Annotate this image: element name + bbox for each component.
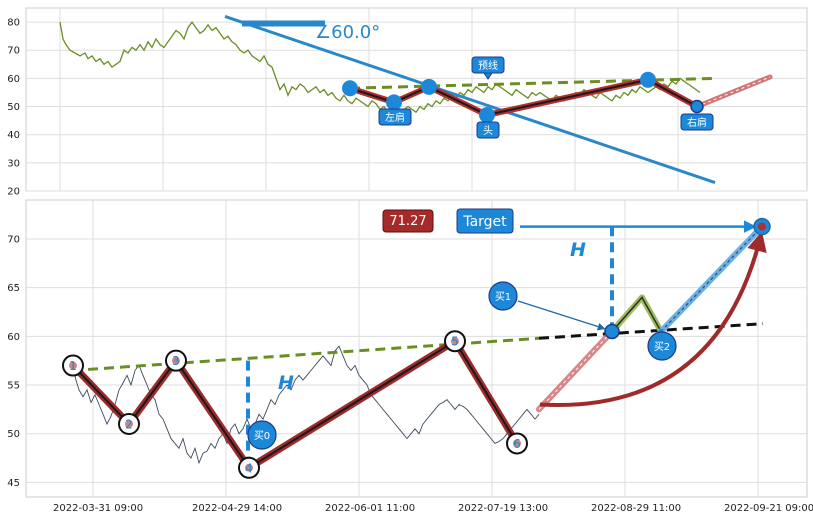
bottom-ytick-label: 65 xyxy=(7,283,20,294)
target-value-box xyxy=(382,209,434,233)
bottom-point-core xyxy=(245,463,253,472)
label-head-box xyxy=(476,121,500,139)
top-hs-point xyxy=(479,106,495,123)
bottom-point-core xyxy=(69,361,77,370)
label-left-shoulder-box xyxy=(378,108,412,126)
bottom-point-label: 4 xyxy=(245,461,253,475)
top-hs-point xyxy=(640,71,656,88)
buy1-text: 买1 xyxy=(495,291,511,303)
bottom-ytick-label: 50 xyxy=(7,429,20,440)
bottom-ytick-label: 55 xyxy=(7,381,20,392)
bottom-point-core xyxy=(125,419,133,428)
bottom-panel-frame xyxy=(25,199,808,498)
bottom-point-label: 1 xyxy=(69,359,77,373)
top-hs-point xyxy=(342,80,358,97)
bottom-buy1-point xyxy=(604,323,620,340)
bottom-xtick-label: 2022-08-29 11:00 xyxy=(591,503,681,514)
bottom-point-label: 3 xyxy=(172,354,180,368)
bottom-point-core xyxy=(513,439,521,448)
top-ytick-label: 30 xyxy=(7,158,20,169)
buy1-bubble xyxy=(488,281,518,311)
bottom-neckline-extension xyxy=(538,322,764,340)
buy2-text: 买2 xyxy=(654,341,670,353)
label-neckline-text: 预线 xyxy=(478,59,498,72)
bottom-retest-path xyxy=(611,296,662,332)
label-right-shoulder-box xyxy=(680,113,714,131)
top-ytick-label: 40 xyxy=(7,130,20,141)
label-neckline-tail xyxy=(483,72,493,80)
target-label-box xyxy=(456,208,514,234)
bottom-xtick-label: 2022-09-21 09:00 xyxy=(724,503,813,514)
bottom-ytick-label: 70 xyxy=(7,234,20,245)
bottom-point-core xyxy=(172,356,180,365)
top-ytick-label: 70 xyxy=(7,46,20,57)
top-projection-dash xyxy=(696,76,771,108)
bottom-h-label-right: H xyxy=(570,239,586,261)
bottom-xtick-label: 2022-07-19 13:00 xyxy=(458,503,548,514)
top-hs-point xyxy=(690,99,704,114)
bottom-xtick-label: 2022-06-01 11:00 xyxy=(325,503,415,514)
top-ytick-label: 80 xyxy=(7,18,20,29)
bottom-point-label: 6 xyxy=(513,437,521,451)
buy0-bubble xyxy=(247,420,277,450)
target-label-text: Target xyxy=(462,214,507,230)
top-ytick-label: 60 xyxy=(7,74,20,85)
bottom-point-label: 2 xyxy=(125,417,133,431)
target-value-text: 71.27 xyxy=(389,214,426,229)
bottom-target-curve-arrow xyxy=(539,231,767,408)
bottom-ytick-label: 45 xyxy=(7,478,20,489)
bottom-xtick-label: 2022-04-29 14:00 xyxy=(192,503,282,514)
top-trend-line xyxy=(224,15,716,184)
buy1-pointer xyxy=(517,300,606,331)
bottom-point-core xyxy=(451,337,459,346)
top-angle-label: ∠60.0° xyxy=(315,22,380,43)
bottom-target-core xyxy=(758,222,766,231)
bottom-price-line xyxy=(72,345,540,465)
bottom-point-label: 5 xyxy=(451,335,459,349)
bottom-pattern-path xyxy=(72,339,518,470)
buy2-bubble xyxy=(647,331,677,361)
label-head-text: 头 xyxy=(483,125,493,137)
bottom-xtick-label: 2022-03-31 09:00 xyxy=(53,503,143,514)
top-hs-point xyxy=(421,78,437,95)
bottom-projection-up xyxy=(536,328,615,413)
bottom-ytick-label: 60 xyxy=(7,332,20,343)
bottom-h-label-left: H xyxy=(278,372,294,394)
label-right-shoulder-text: 右肩 xyxy=(687,116,707,129)
top-ytick-label: 50 xyxy=(7,102,20,113)
label-left-shoulder-text: 左肩 xyxy=(385,111,405,124)
top-ytick-label: 20 xyxy=(7,187,20,198)
top-hs-point xyxy=(386,94,402,111)
bottom-final-leg-dash xyxy=(660,226,763,332)
buy0-text: 买0 xyxy=(254,430,270,442)
